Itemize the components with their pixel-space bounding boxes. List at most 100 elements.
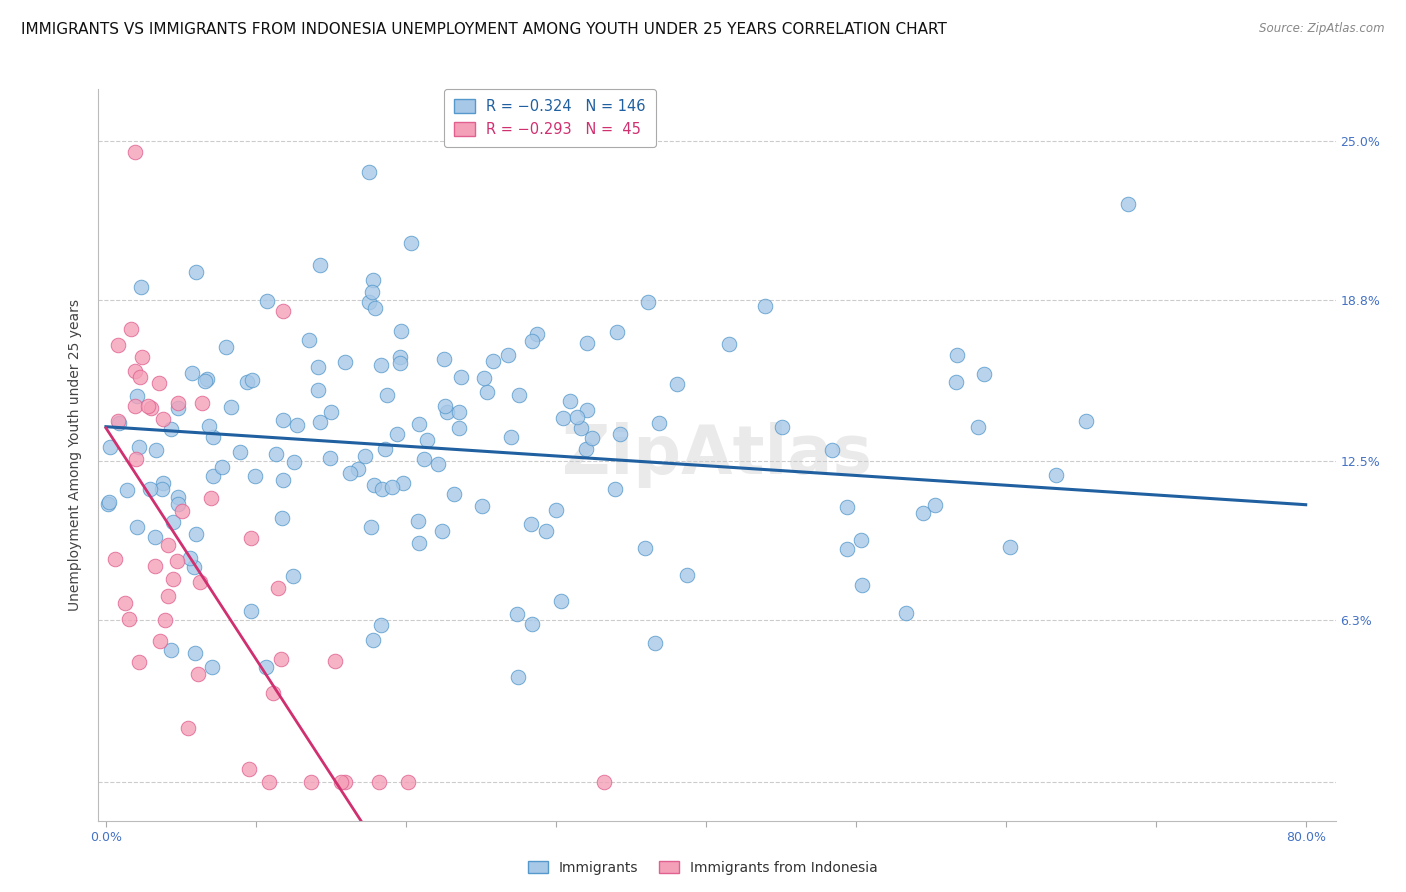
Point bbox=[308, 415, 330, 429]
Point bbox=[1116, 197, 1139, 211]
Point bbox=[162, 572, 184, 586]
Point bbox=[128, 440, 150, 454]
Point bbox=[183, 559, 205, 574]
Point bbox=[368, 775, 391, 789]
Point bbox=[124, 145, 146, 160]
Point bbox=[637, 294, 659, 309]
Point bbox=[849, 533, 872, 547]
Point bbox=[472, 371, 495, 385]
Point bbox=[138, 482, 160, 496]
Point bbox=[166, 497, 188, 511]
Point bbox=[270, 652, 292, 666]
Point bbox=[271, 304, 294, 318]
Point bbox=[498, 348, 520, 362]
Point bbox=[321, 405, 343, 419]
Point bbox=[187, 666, 209, 681]
Text: Source: ZipAtlas.com: Source: ZipAtlas.com bbox=[1260, 22, 1385, 36]
Point bbox=[136, 399, 159, 413]
Point bbox=[364, 301, 387, 315]
Point bbox=[408, 417, 430, 431]
Point bbox=[648, 416, 671, 430]
Point bbox=[215, 340, 238, 354]
Point bbox=[339, 466, 361, 480]
Point bbox=[309, 259, 332, 273]
Point bbox=[353, 450, 375, 464]
Point bbox=[430, 524, 453, 538]
Point bbox=[924, 498, 946, 512]
Point bbox=[569, 421, 592, 435]
Point bbox=[120, 322, 142, 336]
Point bbox=[370, 483, 392, 497]
Point bbox=[149, 634, 172, 648]
Point bbox=[434, 399, 457, 413]
Point bbox=[837, 500, 859, 514]
Point bbox=[287, 418, 309, 433]
Point bbox=[443, 487, 465, 501]
Point bbox=[450, 370, 472, 384]
Point bbox=[506, 670, 529, 684]
Point bbox=[190, 396, 212, 410]
Point bbox=[912, 506, 935, 520]
Point bbox=[281, 569, 304, 583]
Point bbox=[239, 532, 262, 546]
Point bbox=[1074, 413, 1097, 427]
Point bbox=[389, 324, 412, 338]
Point bbox=[319, 450, 342, 465]
Point bbox=[482, 353, 505, 368]
Point bbox=[381, 480, 404, 494]
Point bbox=[307, 359, 329, 374]
Point bbox=[264, 447, 287, 461]
Point bbox=[391, 475, 413, 490]
Point bbox=[558, 393, 581, 408]
Point bbox=[388, 356, 411, 370]
Point bbox=[361, 285, 384, 300]
Point bbox=[609, 427, 631, 442]
Point bbox=[389, 351, 412, 365]
Point bbox=[152, 476, 174, 491]
Point bbox=[194, 374, 217, 388]
Point bbox=[359, 295, 381, 310]
Point bbox=[97, 496, 120, 510]
Point bbox=[534, 524, 557, 539]
Point bbox=[973, 367, 995, 381]
Point bbox=[416, 433, 439, 447]
Point bbox=[219, 400, 242, 414]
Point bbox=[143, 530, 166, 544]
Point bbox=[346, 462, 368, 476]
Point bbox=[520, 516, 543, 531]
Point bbox=[370, 617, 392, 632]
Point bbox=[124, 364, 146, 378]
Point bbox=[851, 578, 873, 592]
Point bbox=[184, 646, 207, 660]
Point bbox=[520, 616, 543, 631]
Point bbox=[837, 541, 859, 556]
Point bbox=[385, 427, 408, 442]
Point bbox=[406, 514, 429, 528]
Point bbox=[449, 421, 471, 435]
Point bbox=[150, 482, 173, 496]
Point bbox=[592, 775, 614, 789]
Point bbox=[202, 429, 225, 443]
Point bbox=[633, 541, 655, 556]
Point bbox=[180, 366, 202, 380]
Point bbox=[526, 326, 548, 341]
Point bbox=[644, 636, 666, 650]
Point bbox=[254, 660, 277, 674]
Point bbox=[148, 376, 170, 391]
Point bbox=[107, 338, 129, 352]
Point bbox=[821, 443, 844, 458]
Point bbox=[263, 686, 285, 700]
Point bbox=[546, 502, 568, 516]
Point bbox=[201, 659, 224, 673]
Point bbox=[675, 568, 697, 582]
Point bbox=[97, 495, 120, 509]
Point bbox=[202, 468, 225, 483]
Point bbox=[127, 520, 149, 534]
Point bbox=[160, 422, 183, 436]
Point bbox=[966, 420, 988, 434]
Point bbox=[360, 519, 382, 533]
Point bbox=[257, 775, 280, 789]
Point bbox=[256, 293, 278, 308]
Point bbox=[308, 384, 330, 398]
Point bbox=[330, 775, 353, 789]
